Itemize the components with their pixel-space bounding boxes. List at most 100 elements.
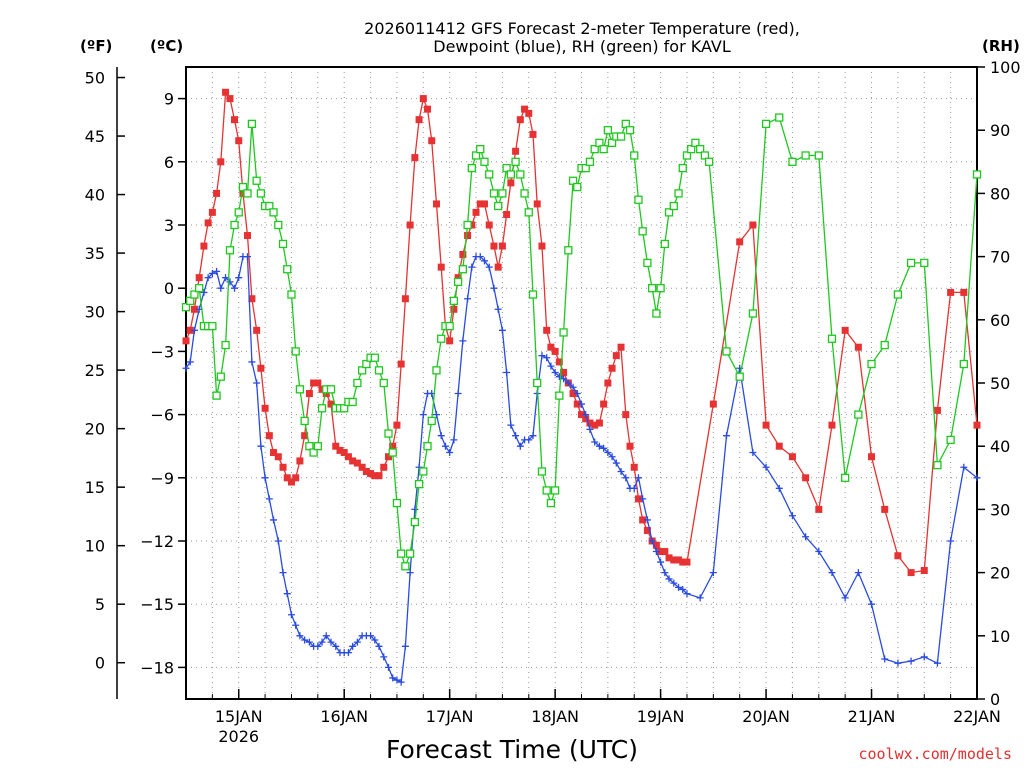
2-meter-temperature-point (401, 295, 409, 303)
rh-tick-label: 40 (990, 437, 1010, 456)
rh-point (181, 303, 191, 312)
dewpoint-point (639, 495, 647, 503)
rh-point (427, 416, 436, 426)
dewpoint-point (933, 659, 941, 667)
x-tick-label: 17JAN (426, 707, 474, 726)
dewpoint-point (788, 512, 796, 520)
rh-point (221, 340, 230, 350)
2-meter-temperature-point (485, 221, 493, 229)
rh-point (550, 486, 560, 495)
2-meter-temperature-point (253, 326, 261, 334)
2-meter-temperature-point (512, 147, 520, 155)
2-meter-temperature-point (301, 432, 309, 440)
dewpoint-point (235, 274, 243, 282)
dewpoint-point (204, 274, 212, 282)
2-meter-temperature-point (543, 326, 551, 334)
dewpoint-point (868, 600, 876, 608)
2-meter-temperature-point (261, 404, 269, 412)
x-axis-title: Forecast Time (UTC) (386, 735, 638, 764)
2-meter-temperature-point (591, 421, 599, 429)
2-meter-temperature-point (411, 154, 419, 162)
rh-point (674, 189, 683, 198)
rh-point (186, 296, 195, 305)
rh-point (516, 170, 525, 179)
2-meter-temperature-point (204, 219, 212, 227)
dewpoint-point (287, 611, 295, 619)
2-meter-temperature-point (424, 105, 432, 113)
rh-point (761, 119, 771, 129)
dewpoint-point (296, 632, 304, 640)
rh-point (326, 385, 336, 394)
celsius-tick-label: 3 (164, 216, 174, 235)
rh-point (585, 157, 595, 166)
dewpoint-point (696, 594, 704, 602)
2-meter-temperature-point (622, 411, 630, 419)
dewpoint-point (226, 278, 234, 286)
dewpoint-point (507, 421, 515, 429)
dewpoint-point (389, 674, 397, 682)
2-meter-temperature-point (709, 400, 717, 408)
2-meter-temperature-point (222, 88, 230, 96)
dewpoint-point (881, 655, 889, 663)
rh-point (374, 366, 384, 375)
fahrenheit-tick-label: 25 (85, 361, 105, 380)
rh-point (814, 151, 823, 160)
dewpoint-point (257, 442, 265, 450)
dewpoint-markers (182, 253, 981, 686)
rh-point (230, 220, 239, 230)
rh-point (607, 138, 617, 147)
dewpoint-point (186, 358, 194, 366)
2-meter-temperature-point (854, 343, 862, 351)
2-meter-temperature-point (788, 453, 796, 461)
dewpoint-point (657, 558, 665, 566)
fahrenheit-unit-label: (ºF) (80, 37, 112, 55)
2-meter-temperature-point (569, 390, 577, 398)
2-meter-temperature-point (257, 364, 265, 372)
rh-point (893, 290, 903, 299)
rh-point (906, 258, 916, 268)
dewpoint-point (503, 368, 511, 376)
rh-point (295, 385, 305, 394)
rh-tick-label: 0 (990, 690, 1000, 709)
rh-point (599, 145, 608, 154)
rh-point (972, 170, 982, 179)
2-meter-temperature-point (190, 305, 198, 313)
dewpoint-point (200, 288, 208, 296)
2-meter-temperature-point (200, 242, 208, 250)
rh-point (682, 151, 692, 160)
rh-point (854, 410, 863, 419)
rh-point (616, 132, 626, 141)
2-meter-temperature-point (367, 470, 375, 478)
rh-point (678, 163, 687, 173)
2-meter-temperature-point (933, 406, 941, 414)
2-meter-temperature-point (318, 385, 326, 393)
2-meter-temperature-point (507, 179, 515, 187)
2-meter-temperature-point (231, 116, 239, 124)
celsius-unit-label: (ºC) (150, 37, 183, 55)
dewpoint-point (485, 263, 493, 271)
2-meter-temperature-point (683, 558, 691, 566)
x-tick-label: 22JAN (953, 707, 1001, 726)
dewpoint-point (419, 411, 427, 419)
dewpoint-point (459, 337, 467, 345)
rh-point (476, 145, 485, 154)
dewpoint-point (327, 638, 335, 646)
dewpoint-point (608, 453, 616, 461)
dewpoint-point (305, 638, 313, 646)
fahrenheit-tick-label: 5 (95, 595, 105, 614)
2-meter-temperature-point (358, 463, 366, 471)
2-meter-temperature-point (626, 442, 634, 450)
2-meter-temperature-point (182, 337, 190, 345)
dewpoint-point (586, 425, 594, 433)
dewpoint-point (494, 305, 502, 313)
x-tick-label: 18JAN (531, 707, 579, 726)
rh-point (648, 284, 657, 293)
rh-point (234, 208, 243, 217)
rh-point (309, 448, 318, 457)
2-meter-temperature-point (643, 526, 651, 534)
fahrenheit-tick-label: 20 (85, 420, 105, 439)
dewpoint-point (353, 638, 361, 646)
rh-point (656, 284, 665, 293)
rh-point (880, 340, 889, 350)
dewpoint-point (516, 442, 524, 450)
